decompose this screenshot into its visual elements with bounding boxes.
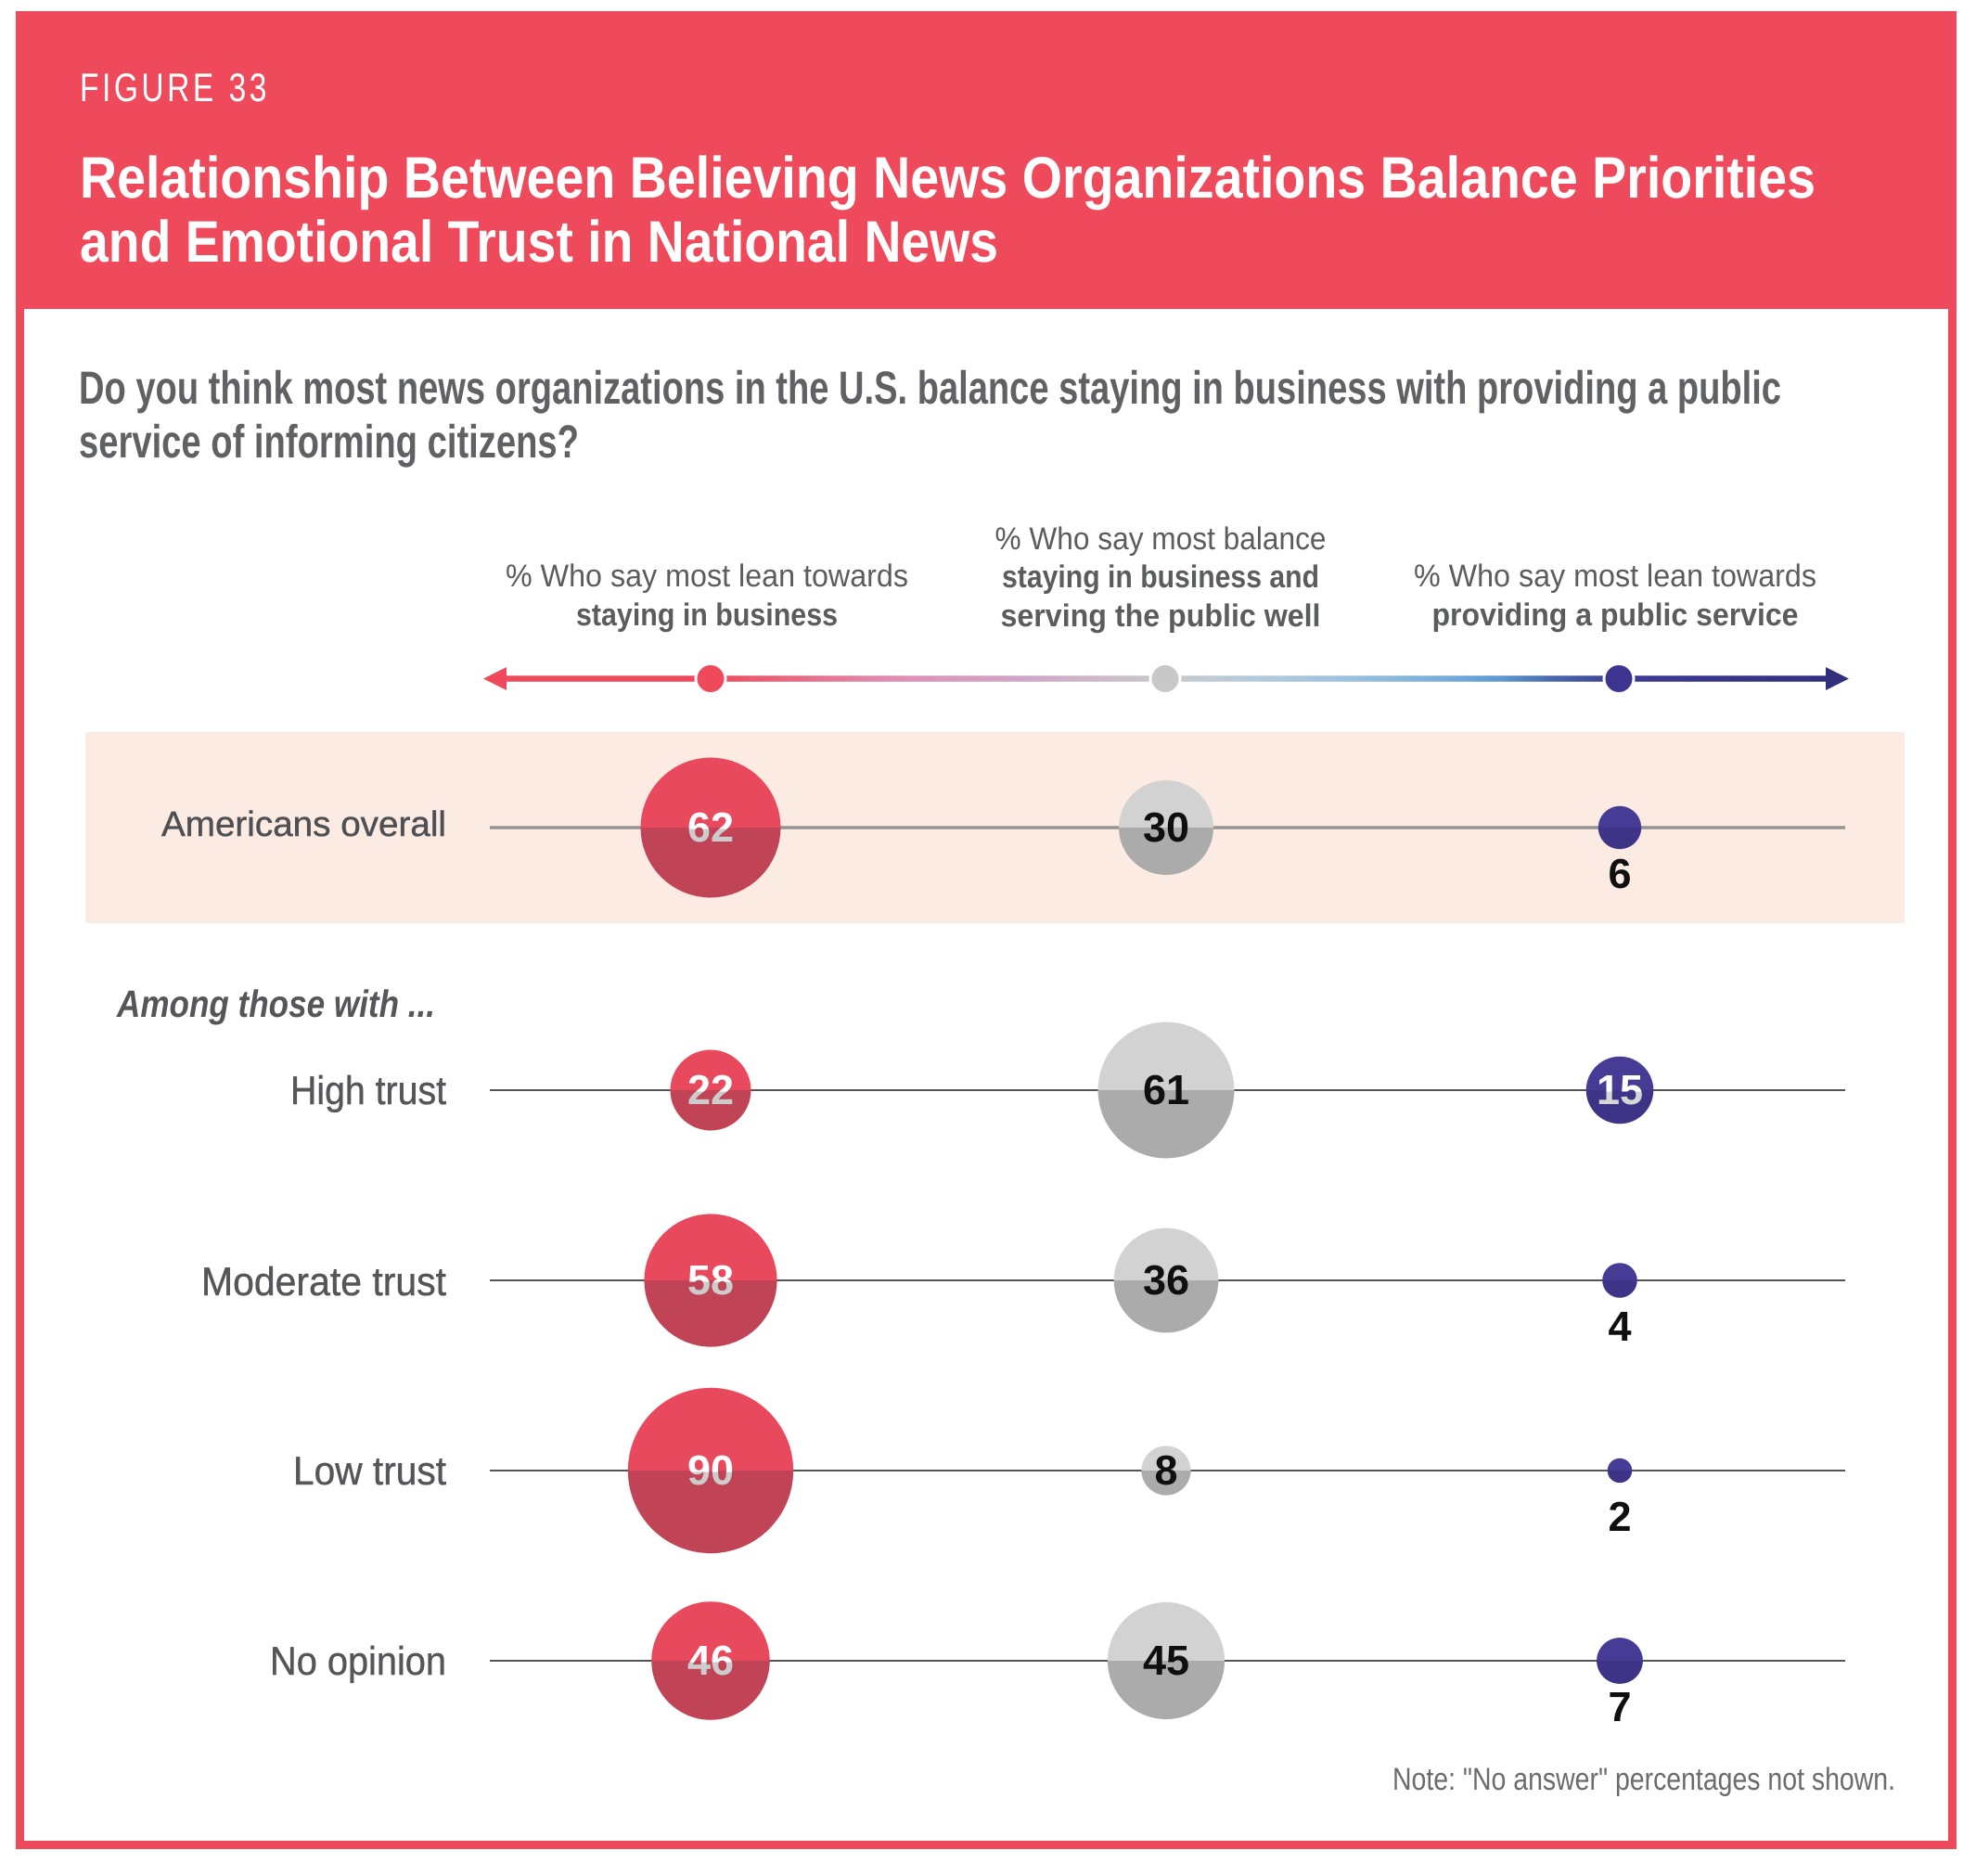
svg-text:Relationship Between Believing: Relationship Between Believing News Orga… <box>80 146 1816 211</box>
svg-text:61: 61 <box>1143 1066 1189 1113</box>
svg-text:% Who say most balance: % Who say most balance <box>995 521 1327 557</box>
svg-text:36: 36 <box>1143 1256 1189 1304</box>
svg-text:4: 4 <box>1608 1303 1631 1350</box>
svg-text:High trust: High trust <box>290 1069 446 1113</box>
svg-text:% Who say most lean towards: % Who say most lean towards <box>506 559 908 594</box>
svg-text:46: 46 <box>687 1637 734 1684</box>
svg-text:45: 45 <box>1143 1637 1189 1684</box>
svg-text:2: 2 <box>1608 1493 1631 1540</box>
svg-text:and Emotional Trust in Nationa: and Emotional Trust in National News <box>80 210 998 275</box>
svg-text:8: 8 <box>1154 1446 1177 1494</box>
svg-text:Americans overall: Americans overall <box>161 805 446 844</box>
svg-text:22: 22 <box>687 1066 734 1113</box>
svg-text:Note: "No answer" percentages: Note: "No answer" percentages not shown. <box>1392 1762 1895 1797</box>
svg-text:Moderate trust: Moderate trust <box>201 1260 446 1304</box>
svg-text:No opinion: No opinion <box>270 1639 446 1684</box>
svg-text:FIGURE 33: FIGURE 33 <box>80 66 270 110</box>
svg-text:7: 7 <box>1608 1683 1631 1730</box>
svg-text:30: 30 <box>1143 803 1189 851</box>
svg-text:staying in business: staying in business <box>576 597 838 633</box>
svg-text:% Who say most lean towards: % Who say most lean towards <box>1414 559 1816 594</box>
svg-text:Among those with ...: Among those with ... <box>116 983 435 1025</box>
svg-text:service of informing citizens?: service of informing citizens? <box>79 416 579 468</box>
svg-text:Low trust: Low trust <box>293 1449 446 1494</box>
svg-text:90: 90 <box>687 1446 734 1494</box>
svg-text:Do you think most news organiz: Do you think most news organizations in … <box>79 362 1781 414</box>
svg-text:15: 15 <box>1597 1066 1643 1113</box>
svg-text:6: 6 <box>1608 850 1631 897</box>
svg-text:62: 62 <box>687 803 734 851</box>
svg-text:58: 58 <box>687 1256 734 1304</box>
svg-text:staying in business and: staying in business and <box>1002 559 1319 595</box>
svg-text:serving the public well: serving the public well <box>1001 598 1321 634</box>
svg-text:providing a public service: providing a public service <box>1432 597 1799 633</box>
